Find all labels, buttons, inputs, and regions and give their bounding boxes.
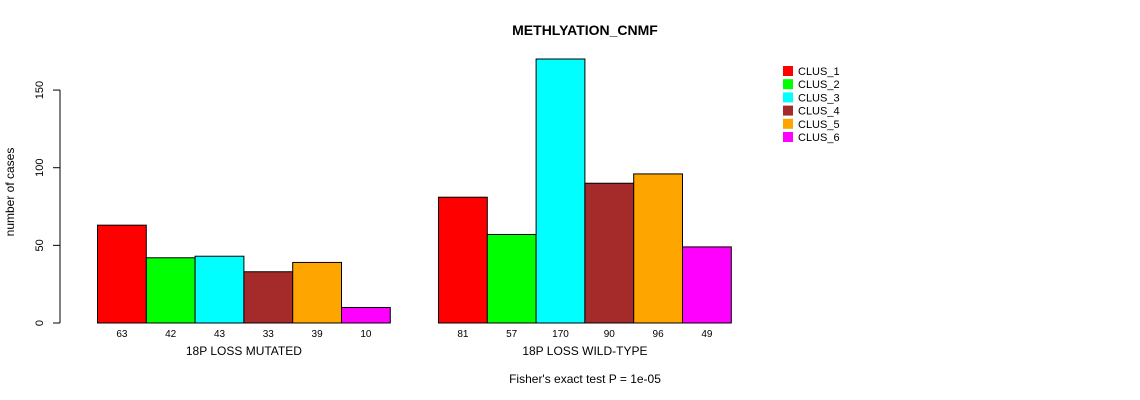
legend-label: CLUS_2 <box>798 79 840 91</box>
bar-clus-6-group-1 <box>341 306 391 324</box>
chart-title: METHLYATION_CNMF <box>512 22 658 38</box>
legend-label: CLUS_5 <box>798 119 840 131</box>
legend-label: CLUS_1 <box>798 66 840 78</box>
count-label: 63 <box>116 329 128 340</box>
y-tick-label-100: 100 <box>34 159 46 177</box>
count-label: 170 <box>552 329 569 340</box>
count-label: 10 <box>360 329 372 340</box>
legend-label: CLUS_3 <box>798 92 840 104</box>
y-tick-label-0: 0 <box>34 320 46 326</box>
bar-clus-4-group-2 <box>584 182 635 324</box>
bar-clus-5-group-2 <box>633 173 684 324</box>
legend-swatch <box>783 118 793 129</box>
count-label: 42 <box>165 329 177 340</box>
count-label: 81 <box>457 329 469 340</box>
count-label: 57 <box>506 329 518 340</box>
count-label: 49 <box>701 329 713 340</box>
bar-clus-3-group-1 <box>194 255 245 324</box>
count-label: 96 <box>653 329 665 340</box>
y-axis: 0 50 100 150 <box>34 81 61 326</box>
bar-clus-3-group-2 <box>535 58 586 324</box>
y-tick-label-50: 50 <box>34 239 46 251</box>
legend-label: CLUS_4 <box>798 106 840 118</box>
bar-clus-1-group-1 <box>97 224 147 324</box>
legend-swatch <box>783 105 793 116</box>
footnote: Fisher's exact test P = 1e-05 <box>509 372 661 386</box>
count-label: 90 <box>604 329 616 340</box>
y-tick-label-150: 150 <box>34 81 46 99</box>
count-label: 33 <box>263 329 275 340</box>
bar-clus-2-group-1 <box>145 257 196 324</box>
count-label: 43 <box>214 329 226 340</box>
group-label-2: 18P LOSS WILD-TYPE <box>522 344 647 358</box>
bar-clus-5-group-1 <box>292 261 343 324</box>
legend-swatch <box>783 92 793 103</box>
legend-swatch <box>783 66 793 76</box>
count-label: 39 <box>312 329 324 340</box>
bar-clus-1-group-2 <box>438 196 488 324</box>
group-label-1: 18P LOSS MUTATED <box>186 344 302 358</box>
legend-swatch <box>783 79 793 90</box>
bar-clus-6-group-2 <box>682 246 732 324</box>
bar-clus-4-group-1 <box>243 271 294 324</box>
legend-swatch <box>783 132 793 142</box>
bars: 63 42 43 33 39 10 18P LOSS MUTATED 81 57 170 90 96 4… <box>97 58 732 358</box>
y-axis-label: number of cases <box>3 148 17 237</box>
legend-label: CLUS_6 <box>798 132 840 144</box>
bar-clus-2-group-2 <box>486 233 537 324</box>
